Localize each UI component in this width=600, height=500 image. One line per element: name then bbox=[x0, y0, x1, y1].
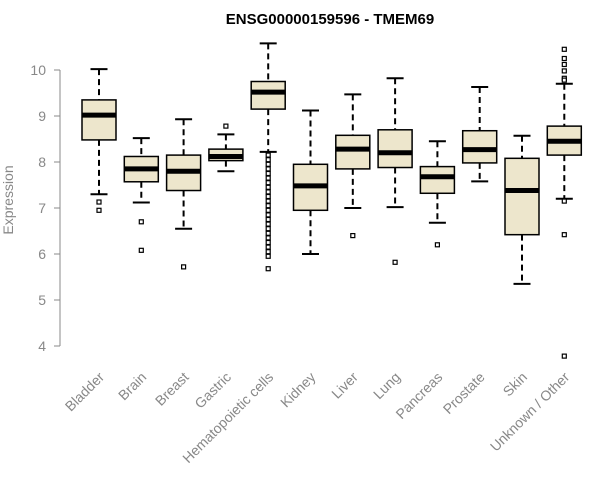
outlier-point bbox=[561, 198, 567, 204]
outlier-point bbox=[96, 199, 102, 205]
outlier-point bbox=[265, 226, 271, 232]
outlier-point bbox=[561, 55, 567, 62]
outlier-point bbox=[265, 212, 271, 218]
category-label: Prostate bbox=[440, 369, 488, 417]
category-label: Unknown / Other bbox=[487, 369, 573, 455]
box-hematopoietic-cells bbox=[250, 42, 286, 272]
outlier-point bbox=[265, 170, 271, 177]
outlier-point bbox=[265, 216, 271, 223]
outlier-point bbox=[223, 123, 229, 129]
outlier-point bbox=[265, 235, 271, 241]
outlier-point bbox=[265, 152, 271, 158]
outlier-point bbox=[561, 232, 567, 238]
outlier-point bbox=[138, 247, 144, 253]
outlier-point bbox=[181, 264, 187, 270]
outlier-point bbox=[561, 46, 567, 52]
iqr-box bbox=[461, 129, 498, 164]
category-label: Breast bbox=[152, 369, 192, 409]
outlier-point bbox=[138, 219, 144, 225]
outlier-point bbox=[265, 175, 271, 181]
box-prostate bbox=[461, 86, 498, 183]
outlier-point bbox=[265, 253, 271, 259]
y-tick-label: 5 bbox=[38, 292, 46, 308]
outlier-point bbox=[96, 207, 102, 213]
y-tick-label: 7 bbox=[38, 200, 46, 216]
outlier-point bbox=[265, 249, 271, 255]
category-label: Brain bbox=[115, 369, 149, 403]
iqr-box bbox=[377, 129, 413, 169]
outlier-point bbox=[561, 77, 567, 83]
iqr-box bbox=[419, 165, 456, 195]
iqr-box bbox=[250, 80, 286, 110]
y-axis-title: Expression bbox=[0, 165, 16, 234]
outlier-point bbox=[265, 198, 271, 204]
outlier-point bbox=[561, 68, 567, 74]
box-liver bbox=[335, 93, 371, 239]
box-lung bbox=[377, 77, 413, 265]
box-gastric bbox=[208, 123, 244, 173]
outlier-point bbox=[265, 221, 271, 227]
box-brain bbox=[123, 137, 160, 253]
category-label: Skin bbox=[500, 369, 531, 400]
outlier-point bbox=[265, 193, 271, 200]
outlier-point bbox=[265, 207, 271, 213]
category-label: Pancreas bbox=[392, 369, 445, 422]
outlier-point bbox=[265, 244, 271, 250]
outlier-point bbox=[265, 239, 271, 246]
outlier-point bbox=[265, 157, 271, 163]
box-bladder bbox=[81, 68, 117, 213]
iqr-box bbox=[335, 134, 371, 170]
boxes-group bbox=[81, 42, 583, 359]
outlier-point bbox=[265, 161, 271, 167]
y-tick-label: 4 bbox=[38, 338, 46, 354]
outlier-point bbox=[265, 189, 271, 195]
chart-title: ENSG00000159596 - TMEM69 bbox=[226, 11, 434, 28]
y-axis: 4 5 6 7 8 9 10 bbox=[30, 62, 61, 354]
outlier-point bbox=[265, 166, 271, 172]
y-tick-label: 9 bbox=[38, 108, 46, 124]
outlier-point bbox=[265, 266, 271, 272]
outlier-point bbox=[561, 353, 567, 359]
box-breast bbox=[165, 118, 202, 270]
iqr-box bbox=[504, 157, 540, 236]
outlier-point bbox=[265, 180, 271, 186]
category-label: Bladder bbox=[62, 369, 108, 415]
box-unknown-other bbox=[546, 46, 583, 359]
category-label: Kidney bbox=[277, 369, 319, 411]
outlier-point bbox=[265, 184, 271, 190]
y-tick-label: 6 bbox=[38, 246, 46, 262]
iqr-box bbox=[81, 99, 117, 141]
outlier-point bbox=[434, 242, 440, 248]
category-label: Liver bbox=[328, 369, 361, 402]
box-pancreas bbox=[419, 140, 456, 248]
outlier-point bbox=[561, 61, 567, 68]
category-label: Lung bbox=[370, 369, 403, 402]
y-tick-label: 8 bbox=[38, 154, 46, 170]
box-skin bbox=[504, 134, 540, 285]
outlier-point bbox=[265, 203, 271, 209]
box-kidney bbox=[292, 109, 329, 255]
outlier-point bbox=[392, 259, 398, 265]
outlier-point bbox=[265, 230, 271, 236]
y-tick-label: 10 bbox=[30, 62, 46, 78]
outlier-point bbox=[350, 233, 356, 239]
